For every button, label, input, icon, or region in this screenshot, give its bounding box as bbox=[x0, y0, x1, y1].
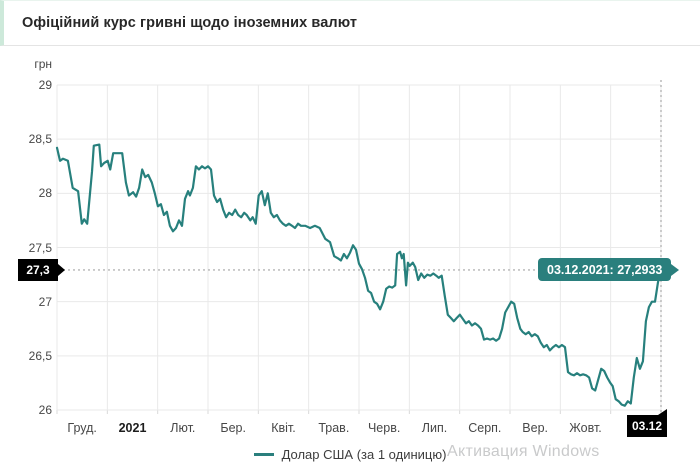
page-title: Офіційний курс гривні щодо іноземних вал… bbox=[22, 15, 358, 31]
x-axis-tick-label: Трав. bbox=[318, 421, 350, 435]
x-axis-tick-label: Квіт. bbox=[271, 421, 296, 435]
x-axis-tick-label: Вер. bbox=[522, 421, 549, 435]
x-axis-current-date-tag: 03.12 bbox=[627, 409, 667, 437]
y-axis-unit-label: грн bbox=[34, 57, 52, 71]
y-axis-tick-label: 28 bbox=[38, 186, 52, 201]
widget-header: Офіційний курс гривні щодо іноземних вал… bbox=[0, 0, 700, 46]
x-axis-tick-label: Груд. bbox=[67, 421, 97, 435]
x-axis-tick-label: Лип. bbox=[421, 421, 448, 435]
x-axis-tick-label: Лют. bbox=[170, 421, 196, 435]
x-axis-tick-label: Серп. bbox=[468, 421, 502, 435]
usd-rate-line bbox=[55, 143, 663, 407]
legend-series-label[interactable]: Долар США (за 1 одиницю) bbox=[281, 446, 447, 462]
y-axis-tick-label: 28,5 bbox=[28, 132, 52, 147]
y-axis-tick-label: 26,5 bbox=[28, 348, 52, 363]
tooltip: 03.12.2021: 27,2933 bbox=[538, 258, 672, 282]
y-axis-tick-label: 27 bbox=[38, 294, 52, 309]
y-axis-tick-label: 27,5 bbox=[28, 240, 52, 255]
x-axis-tick-label: 2021 bbox=[118, 421, 147, 435]
y-axis-tick-label: 26 bbox=[38, 403, 52, 417]
tooltip-text: 03.12.2021: 27,2933 bbox=[547, 262, 663, 277]
current-value-label: 27,3 bbox=[26, 262, 50, 277]
current-date-label: 03.12 bbox=[631, 419, 663, 433]
x-axis-tick-label: Черв. bbox=[367, 421, 401, 435]
x-axis-tick-label: Жовт. bbox=[569, 421, 602, 435]
y-axis-current-value-tag: 27,3 bbox=[18, 258, 58, 281]
legend-series-dash-icon bbox=[253, 452, 274, 456]
y-axis-tick-label: 29 bbox=[38, 78, 52, 92]
legend: Долар США (за 1 одиницю) bbox=[0, 444, 700, 464]
x-axis-tick-label: Бер. bbox=[220, 421, 246, 435]
windows-activation-watermark: Активация Windows bbox=[447, 443, 600, 460]
